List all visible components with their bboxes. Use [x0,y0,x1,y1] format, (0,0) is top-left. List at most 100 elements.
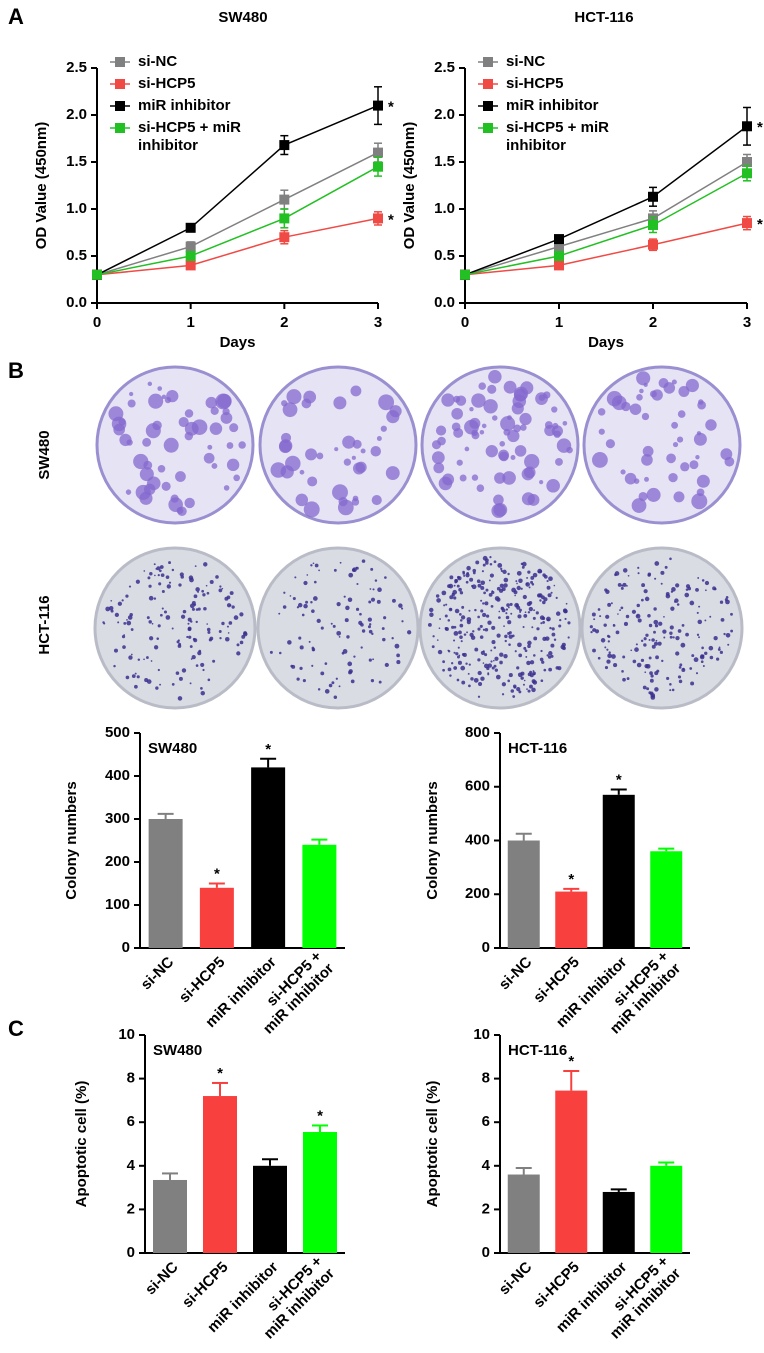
chart-title: SW480 [148,740,197,757]
colony [522,594,527,600]
colony [453,630,459,636]
colony [510,689,515,693]
point [742,157,752,167]
colony [469,632,474,637]
colony [352,439,362,449]
colony [239,640,244,645]
chart-title: SW480 [218,9,267,26]
colony [648,638,651,641]
x-tick-label: si-HCP5 +miR inhibitor [595,1253,685,1343]
colony [695,455,700,460]
colony [370,445,382,457]
colony [236,643,240,647]
colony [634,647,639,652]
colony [229,591,234,596]
colony [222,407,230,416]
colony [449,674,452,677]
colony [533,609,536,612]
colony [649,678,654,683]
colony [680,462,690,472]
colony [461,680,466,685]
colony [157,464,166,473]
colony [483,399,498,414]
bar [148,819,183,948]
colony [484,653,488,657]
colony [485,588,489,592]
colony [654,561,660,566]
colony [553,430,561,438]
colony [211,463,218,469]
legend-label: si-HCP5 + miR inhibitor [138,119,241,154]
colony [117,621,120,624]
colony [332,484,348,501]
legend-entry: si-NC [506,53,545,70]
colony [592,452,608,468]
colony [130,653,133,656]
colony [480,585,485,590]
colony [559,618,562,622]
colony [677,410,686,418]
colony [526,576,529,579]
colony [606,391,623,407]
colony [161,607,164,610]
colony [499,660,503,665]
colony [145,423,161,439]
colony [134,684,138,689]
colony [368,658,372,662]
colony [360,623,364,627]
y-tick-label: 2.0 [66,106,87,123]
colony [477,583,482,588]
colony [689,460,699,470]
colony [636,603,640,608]
colony [718,646,721,649]
colony [616,400,621,405]
legend-marker [115,101,125,111]
colony [530,576,535,580]
colony [675,635,680,641]
colony [606,634,610,638]
colony [677,675,682,679]
colony [614,571,620,576]
colony [163,437,179,453]
y-tick-label: 2.5 [434,59,455,76]
y-axis-title: Colony numbers [63,781,80,899]
colony [679,663,683,667]
colony [500,569,503,573]
colony [476,579,481,583]
significance-mark: * [757,119,763,136]
colony [598,428,605,435]
colony [485,614,490,618]
colony [351,498,360,506]
colony [228,621,233,625]
colony [533,654,536,657]
colony [548,576,553,582]
colony [128,585,132,588]
colony [303,580,308,586]
colony [159,683,162,686]
colony [508,643,511,646]
colony [513,686,517,689]
colony [503,380,517,394]
colony [611,654,616,659]
colony [459,613,462,616]
colony [480,599,483,602]
colony [643,382,648,387]
legend-entry: si-HCP5 + miR inhibitor [506,119,609,154]
colony [698,399,704,405]
colony [494,668,499,672]
colony [529,684,533,689]
bar [650,851,683,948]
colony [449,607,453,611]
colony [636,371,651,386]
colony [514,650,517,653]
colony [497,563,503,568]
colony [482,612,487,617]
point [742,168,752,179]
colony [508,631,512,635]
colony [427,622,432,627]
colony [370,597,376,602]
colony [685,378,699,393]
colony [543,597,548,602]
colony [503,625,505,627]
